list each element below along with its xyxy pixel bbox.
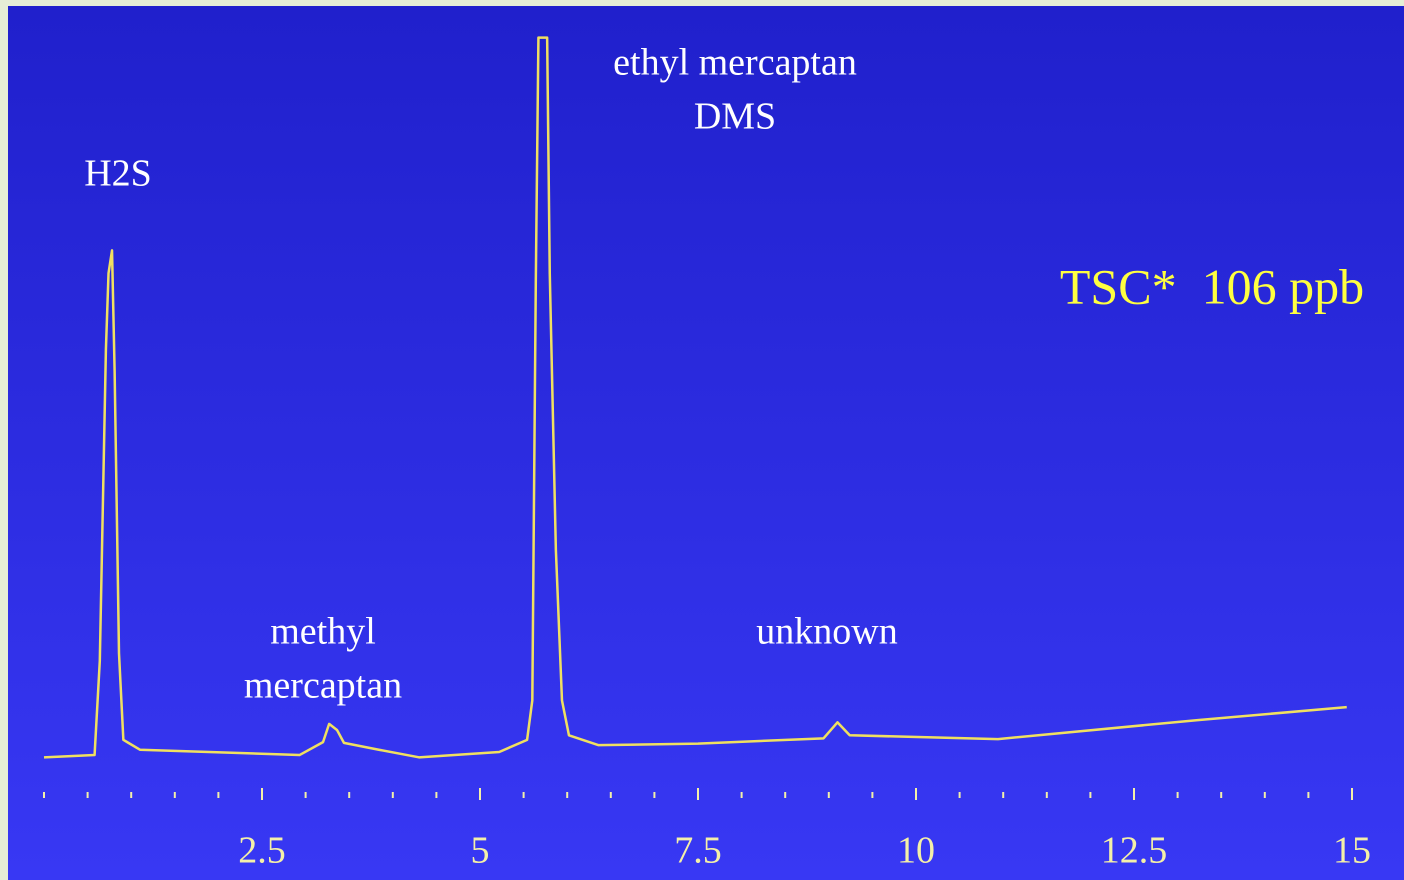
- x-tick-label: 5: [471, 830, 490, 872]
- x-tick-label: 2.5: [238, 830, 286, 872]
- peak-label: methyl: [270, 611, 376, 653]
- peak-label: H2S: [84, 153, 152, 195]
- background: [8, 6, 1404, 880]
- x-tick-label: 15: [1333, 830, 1371, 872]
- peak-label: DMS: [694, 96, 776, 138]
- x-tick-label: 7.5: [674, 830, 722, 872]
- x-tick-label: 10: [897, 830, 935, 872]
- peak-label: ethyl mercaptan: [613, 42, 857, 84]
- x-tick-label: 12.5: [1101, 830, 1168, 872]
- peak-label: mercaptan: [244, 665, 402, 707]
- peak-label: unknown: [756, 611, 897, 653]
- tsc-callout: TSC* 106 ppb: [1060, 258, 1364, 314]
- chromatogram-line: [43, 36, 1347, 759]
